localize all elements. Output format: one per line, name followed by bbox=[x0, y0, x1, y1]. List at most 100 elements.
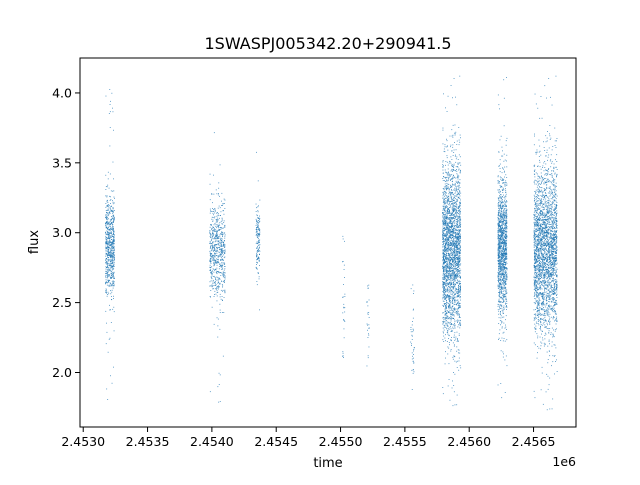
data-point bbox=[215, 244, 217, 245]
data-point bbox=[505, 279, 507, 280]
data-point bbox=[502, 266, 504, 268]
data-point bbox=[211, 227, 213, 229]
data-point bbox=[446, 213, 448, 215]
data-point bbox=[451, 250, 453, 251]
data-point bbox=[453, 199, 455, 201]
data-point bbox=[450, 146, 451, 148]
data-point bbox=[505, 246, 506, 248]
data-point bbox=[217, 238, 219, 239]
data-point bbox=[449, 399, 451, 401]
data-point bbox=[448, 248, 450, 250]
data-point bbox=[498, 210, 500, 212]
data-point bbox=[221, 246, 222, 247]
data-point bbox=[442, 298, 444, 300]
data-point bbox=[444, 219, 446, 221]
data-point bbox=[458, 335, 460, 336]
data-point bbox=[111, 296, 112, 297]
data-point bbox=[224, 275, 226, 277]
data-point bbox=[448, 272, 450, 274]
data-point bbox=[450, 316, 452, 318]
data-point bbox=[451, 257, 453, 259]
data-point bbox=[457, 296, 459, 298]
data-point bbox=[457, 303, 459, 305]
data-point bbox=[503, 97, 505, 99]
data-point bbox=[258, 276, 260, 278]
data-point bbox=[110, 227, 112, 229]
data-point bbox=[211, 194, 213, 195]
data-point bbox=[454, 256, 455, 258]
data-point bbox=[445, 216, 447, 218]
data-point bbox=[221, 192, 223, 194]
data-point bbox=[456, 170, 458, 172]
data-point bbox=[213, 269, 215, 270]
data-point bbox=[448, 210, 450, 212]
data-point bbox=[221, 312, 223, 313]
data-point bbox=[453, 164, 455, 166]
data-point bbox=[446, 200, 448, 202]
data-point bbox=[448, 243, 449, 245]
data-point bbox=[113, 233, 114, 234]
data-point bbox=[457, 238, 458, 240]
data-point bbox=[443, 249, 445, 251]
data-point bbox=[224, 232, 226, 234]
data-point bbox=[447, 318, 449, 320]
data-point bbox=[447, 305, 449, 307]
data-point bbox=[447, 327, 449, 329]
data-point bbox=[256, 247, 258, 248]
data-point bbox=[454, 222, 456, 224]
data-point bbox=[105, 195, 107, 197]
data-point bbox=[498, 313, 500, 315]
data-point bbox=[453, 270, 455, 272]
data-point bbox=[217, 225, 218, 227]
data-point bbox=[107, 204, 109, 206]
data-point bbox=[447, 263, 449, 265]
data-point bbox=[450, 281, 452, 283]
data-point bbox=[452, 199, 454, 201]
data-point bbox=[505, 208, 507, 210]
data-point bbox=[444, 276, 446, 278]
data-point bbox=[451, 201, 453, 202]
data-point bbox=[444, 293, 446, 295]
data-point bbox=[453, 281, 455, 283]
data-point bbox=[459, 236, 461, 238]
data-point bbox=[224, 282, 225, 283]
data-point bbox=[446, 316, 447, 318]
data-point bbox=[457, 292, 459, 294]
data-point bbox=[505, 287, 507, 289]
data-point bbox=[453, 262, 455, 264]
data-point bbox=[109, 284, 111, 286]
data-point bbox=[211, 236, 213, 238]
data-point bbox=[113, 239, 115, 240]
data-point bbox=[259, 309, 260, 311]
data-point bbox=[449, 230, 450, 232]
data-point bbox=[451, 206, 453, 208]
data-point bbox=[450, 314, 452, 316]
data-point bbox=[450, 237, 452, 239]
data-point bbox=[108, 338, 110, 340]
data-point bbox=[223, 245, 224, 247]
data-point bbox=[453, 310, 454, 312]
data-point bbox=[451, 217, 453, 219]
data-point bbox=[259, 246, 260, 248]
data-point bbox=[460, 192, 462, 194]
data-point bbox=[259, 234, 260, 236]
data-point bbox=[219, 249, 221, 251]
data-point bbox=[444, 325, 445, 327]
data-point bbox=[452, 210, 454, 211]
data-point bbox=[257, 247, 259, 249]
data-point bbox=[111, 283, 113, 285]
data-point bbox=[460, 226, 461, 228]
data-point bbox=[506, 251, 507, 253]
data-point bbox=[105, 288, 107, 290]
data-point bbox=[108, 271, 109, 273]
data-point bbox=[458, 252, 460, 254]
data-point bbox=[447, 149, 449, 151]
data-point bbox=[446, 257, 448, 258]
data-point bbox=[445, 251, 447, 253]
data-point bbox=[223, 271, 225, 273]
data-point bbox=[108, 269, 109, 271]
data-point bbox=[445, 223, 447, 225]
data-point bbox=[452, 146, 454, 148]
data-point bbox=[503, 275, 505, 277]
data-point bbox=[113, 254, 115, 256]
